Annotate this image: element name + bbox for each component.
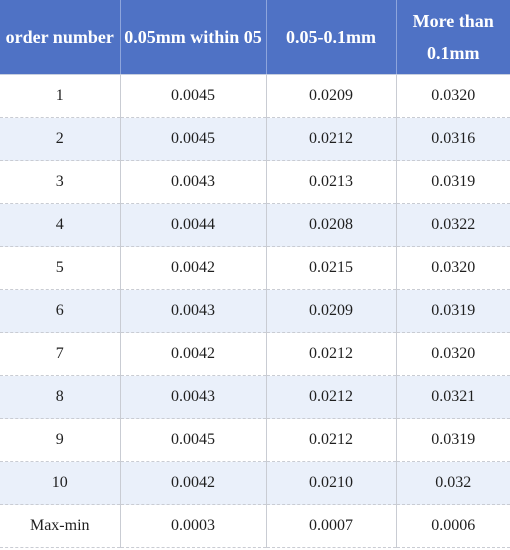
cell-005-01mm: 0.0215 [266,246,397,290]
cell-005-01mm: 0.0212 [266,375,397,419]
table-body: 1 0.0045 0.0209 0.0320 2 0.0045 0.0212 0.0316 3 0… [0,74,510,548]
cell-within-005mm: 0.0044 [120,203,267,247]
cell-within-005mm: 0.0045 [120,117,267,161]
cell-order-number: 1 [0,74,121,118]
table-row: 1 0.0045 0.0209 0.0320 [0,74,510,118]
cell-within-005mm: 0.0043 [120,375,267,419]
cell-more-than-01mm: 0.0320 [396,332,510,376]
cell-order-number: 4 [0,203,121,247]
cell-more-than-01mm: 0.0316 [396,117,510,161]
cell-within-005mm: 0.0042 [120,332,267,376]
cell-more-than-01mm: 0.0322 [396,203,510,247]
header-more-than-01mm: More than 0.1mm [396,0,510,75]
cell-order-number: 8 [0,375,121,419]
cell-005-01mm: 0.0208 [266,203,397,247]
table-row: 9 0.0045 0.0212 0.0319 [0,418,510,462]
cell-more-than-01mm: 0.0319 [396,160,510,204]
header-005-01mm: 0.05-0.1mm [266,0,397,75]
cell-within-005mm: 0.0042 [120,246,267,290]
table-row: 3 0.0043 0.0213 0.0319 [0,160,510,204]
cell-within-005mm: 0.0043 [120,289,267,333]
cell-within-005mm: 0.0045 [120,74,267,118]
cell-within-005mm: 0.0043 [120,160,267,204]
cell-more-than-01mm: 0.0006 [396,504,510,548]
cell-005-01mm: 0.0007 [266,504,397,548]
cell-order-number: 6 [0,289,121,333]
cell-more-than-01mm: 0.0320 [396,246,510,290]
table-row: 10 0.0042 0.0210 0.032 [0,461,510,505]
cell-order-number: 5 [0,246,121,290]
cell-within-005mm: 0.0045 [120,418,267,462]
cell-order-number: 10 [0,461,121,505]
table-row: Max-min 0.0003 0.0007 0.0006 [0,504,510,548]
cell-005-01mm: 0.0209 [266,74,397,118]
cell-005-01mm: 0.0210 [266,461,397,505]
cell-order-number: 3 [0,160,121,204]
cell-order-number: 9 [0,418,121,462]
cell-005-01mm: 0.0212 [266,418,397,462]
cell-more-than-01mm: 0.0319 [396,418,510,462]
header-within-005mm: 0.05mm within 05 [120,0,267,75]
cell-005-01mm: 0.0212 [266,332,397,376]
table-row: 5 0.0042 0.0215 0.0320 [0,246,510,290]
table-row: 6 0.0043 0.0209 0.0319 [0,289,510,333]
cell-more-than-01mm: 0.032 [396,461,510,505]
cell-order-number: Max-min [0,504,121,548]
cell-within-005mm: 0.0003 [120,504,267,548]
table-header: order number 0.05mm within 05 0.05-0.1mm… [0,0,510,75]
header-order-number: order number [0,0,121,75]
header-row: order number 0.05mm within 05 0.05-0.1mm… [0,0,510,75]
table-row: 2 0.0045 0.0212 0.0316 [0,117,510,161]
cell-more-than-01mm: 0.0321 [396,375,510,419]
cell-order-number: 7 [0,332,121,376]
cell-order-number: 2 [0,117,121,161]
cell-more-than-01mm: 0.0319 [396,289,510,333]
table-row: 7 0.0042 0.0212 0.0320 [0,332,510,376]
table-row: 4 0.0044 0.0208 0.0322 [0,203,510,247]
cell-005-01mm: 0.0213 [266,160,397,204]
cell-more-than-01mm: 0.0320 [396,74,510,118]
cell-005-01mm: 0.0209 [266,289,397,333]
cell-005-01mm: 0.0212 [266,117,397,161]
cell-within-005mm: 0.0042 [120,461,267,505]
table-row: 8 0.0043 0.0212 0.0321 [0,375,510,419]
